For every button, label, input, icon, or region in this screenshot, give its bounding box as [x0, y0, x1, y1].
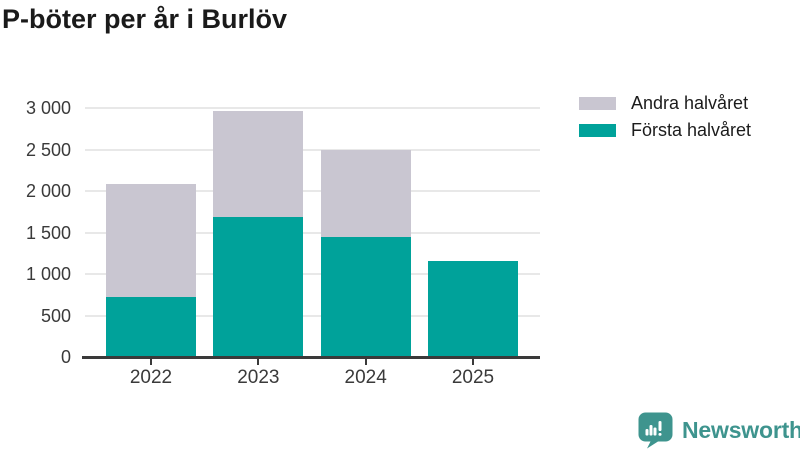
- x-tick-2022: [150, 359, 152, 365]
- gridline-2000: [85, 190, 540, 192]
- x-tick-2025: [471, 359, 474, 365]
- legend-label-first-half: Första halvåret: [631, 120, 752, 140]
- x-tick-label-2024: 2024: [344, 367, 387, 388]
- y-tick-label-2500: 2 500: [25, 139, 71, 160]
- x-tick-label-2025: 2025: [451, 367, 495, 388]
- bar-2024-second-half: [320, 150, 411, 238]
- x-tick-2023: [257, 359, 260, 365]
- plot-area: [85, 107, 540, 357]
- bar-2024-first-half: [320, 237, 411, 357]
- newsworthy-brand-link[interactable]: Newsworthy: [638, 411, 800, 449]
- bar-2022-first-half: [106, 297, 196, 357]
- gridline-1000: [85, 273, 540, 275]
- x-tick-label-2022: 2022: [129, 367, 173, 388]
- y-tick-label-2000: 2 000: [25, 181, 71, 201]
- legend-item-first-half: Första halvåret: [579, 117, 751, 144]
- newsworthy-brand-text: Newsworthy: [682, 416, 800, 443]
- y-tick-label-500: 500: [40, 305, 71, 326]
- y-tick-label-1000: 1 000: [25, 264, 71, 284]
- bar-2022-second-half: [106, 183, 196, 298]
- gridline-3000: [85, 107, 540, 109]
- legend-swatch-second-half-icon: [579, 97, 616, 110]
- bar-2023-second-half: [213, 110, 304, 217]
- bar-2023-first-half: [213, 216, 304, 357]
- x-tick-label-2023: 2023: [237, 367, 280, 388]
- newsworthy-logo-icon: [638, 412, 673, 448]
- bar-2025-first-half: [427, 260, 518, 357]
- legend-item-second-half: Andra halvåret: [579, 90, 751, 117]
- y-tick-label-0: 0: [60, 347, 71, 367]
- gridline-500: [85, 314, 540, 317]
- chart-title: P-böter per år i Burlöv: [2, 4, 288, 34]
- x-tick-2024: [364, 359, 367, 365]
- gridline-2500: [85, 148, 540, 151]
- gridline-1500: [85, 231, 540, 234]
- y-tick-label-3000: 3 000: [25, 98, 71, 118]
- legend-swatch-first-half-icon: [579, 124, 616, 137]
- legend: Andra halvåret Första halvåret: [579, 90, 751, 144]
- y-tick-label-1500: 1 500: [25, 222, 71, 243]
- legend-label-second-half: Andra halvåret: [631, 93, 749, 113]
- x-axis-line: [82, 356, 540, 359]
